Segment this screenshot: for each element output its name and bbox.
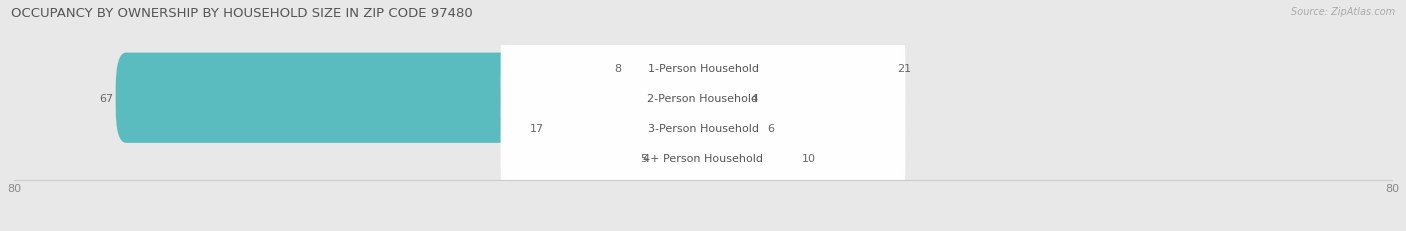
Text: 8: 8 — [614, 64, 621, 73]
FancyBboxPatch shape — [501, 45, 905, 151]
FancyBboxPatch shape — [0, 0, 1406, 158]
Text: Source: ZipAtlas.com: Source: ZipAtlas.com — [1291, 7, 1395, 17]
Text: 3-Person Household: 3-Person Household — [648, 123, 758, 133]
FancyBboxPatch shape — [0, 39, 1406, 217]
Text: 4+ Person Household: 4+ Person Household — [643, 153, 763, 163]
Text: 17: 17 — [530, 123, 544, 133]
FancyBboxPatch shape — [0, 9, 1406, 187]
FancyBboxPatch shape — [501, 75, 905, 181]
FancyBboxPatch shape — [693, 113, 800, 203]
Text: 5: 5 — [640, 153, 647, 163]
FancyBboxPatch shape — [547, 83, 713, 173]
FancyBboxPatch shape — [650, 113, 713, 203]
Text: 4: 4 — [751, 93, 758, 103]
FancyBboxPatch shape — [115, 53, 713, 143]
Text: 1-Person Household: 1-Person Household — [648, 64, 758, 73]
FancyBboxPatch shape — [693, 83, 765, 173]
Text: 6: 6 — [768, 123, 775, 133]
FancyBboxPatch shape — [693, 53, 748, 143]
Text: 2-Person Household: 2-Person Household — [647, 93, 759, 103]
Text: 10: 10 — [801, 153, 815, 163]
Text: 21: 21 — [897, 64, 911, 73]
Text: OCCUPANCY BY OWNERSHIP BY HOUSEHOLD SIZE IN ZIP CODE 97480: OCCUPANCY BY OWNERSHIP BY HOUSEHOLD SIZE… — [11, 7, 472, 20]
FancyBboxPatch shape — [693, 24, 894, 113]
FancyBboxPatch shape — [0, 69, 1406, 231]
FancyBboxPatch shape — [501, 105, 905, 211]
Text: 67: 67 — [98, 93, 112, 103]
FancyBboxPatch shape — [501, 15, 905, 122]
FancyBboxPatch shape — [624, 24, 713, 113]
